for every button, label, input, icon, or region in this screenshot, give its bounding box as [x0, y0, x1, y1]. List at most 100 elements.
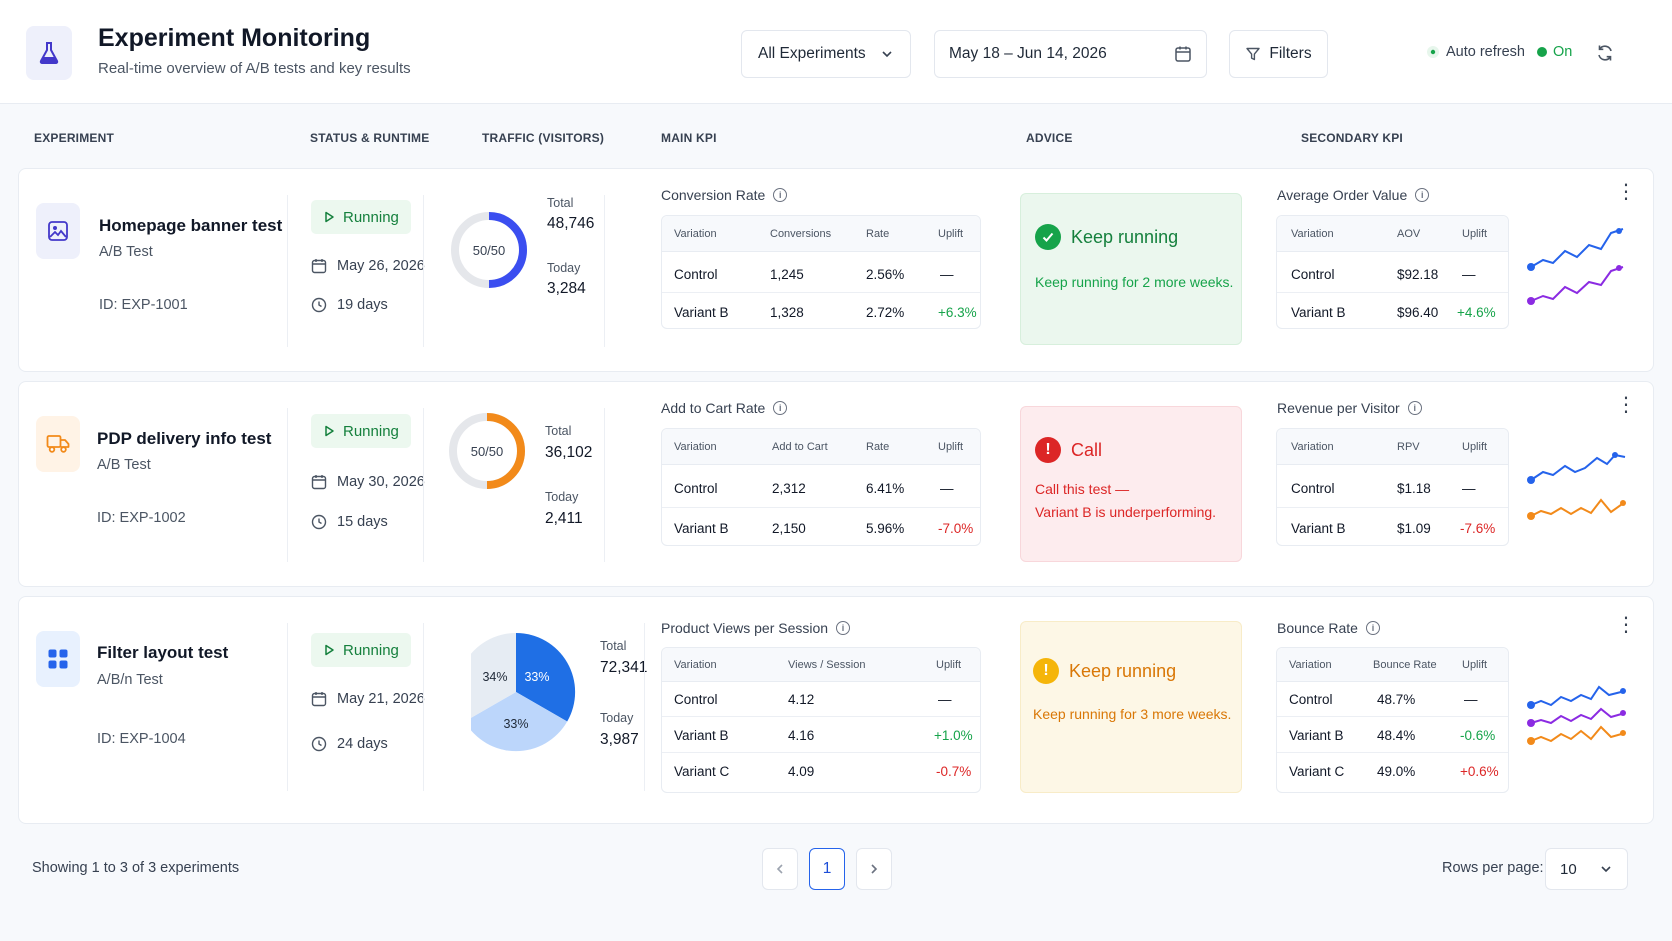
table-cell: 2.72% [866, 305, 905, 320]
prev-page-button[interactable] [762, 848, 798, 890]
play-icon [325, 644, 334, 656]
table-cell: 5.96% [866, 521, 905, 536]
secondary-kpi-title: Revenue per Visitor i [1277, 400, 1422, 416]
today-value: 2,411 [545, 510, 583, 527]
table-header-cell: Variation [1289, 659, 1332, 671]
table-header-cell: Uplift [938, 441, 964, 453]
experiment-select[interactable]: All Experiments [741, 30, 911, 78]
header: Experiment Monitoring Real-time overview… [0, 0, 1672, 104]
divider [644, 623, 645, 791]
chevron-down-icon [882, 51, 892, 58]
refresh-icon[interactable] [1595, 43, 1615, 68]
total-value: 72,341 [600, 659, 648, 676]
experiment-row[interactable]: Filter layout test A/B/n Test ID: EXP-10… [18, 596, 1654, 824]
table-cell: 48.7% [1377, 692, 1416, 707]
table-header [1277, 216, 1508, 252]
runtime-value: 24 days [337, 736, 388, 752]
main-kpi-title-text: Product Views per Session [661, 620, 829, 636]
clock-icon [311, 514, 327, 530]
table-header-cell: Uplift [1462, 228, 1488, 240]
rows-per-page-select[interactable]: 10 [1545, 848, 1628, 890]
experiment-type: A/B Test [99, 244, 153, 260]
table-cell: Variant B [674, 728, 729, 743]
col-main-kpi: MAIN KPI [661, 131, 717, 145]
auto-refresh-toggle[interactable]: Auto refresh On [1426, 44, 1572, 60]
experiment-type: A/B/n Test [97, 672, 163, 688]
table-header [662, 648, 980, 682]
divider [604, 195, 605, 347]
col-status: STATUS & RUNTIME [310, 131, 430, 145]
start-date: May 26, 2026 [311, 258, 425, 274]
trend-sparkline [1527, 685, 1626, 745]
table-header-cell: AOV [1397, 228, 1421, 240]
table-cell: 48.4% [1377, 728, 1416, 743]
table-cell: $96.40 [1397, 305, 1439, 320]
advice-body: Keep running for 3 more weeks. [1033, 706, 1232, 722]
info-icon[interactable]: i [836, 621, 851, 635]
table-cell: 6.41% [866, 481, 905, 496]
table-cell: Variant C [1289, 764, 1345, 779]
start-date-value: May 26, 2026 [337, 258, 425, 274]
col-advice: ADVICE [1026, 131, 1073, 145]
kebab-icon[interactable]: ⋮ [1616, 394, 1636, 416]
info-icon[interactable]: i [1415, 188, 1430, 202]
today-value: 3,284 [547, 280, 586, 297]
row-divider [1277, 752, 1508, 753]
experiment-name[interactable]: Homepage banner test [99, 216, 283, 235]
info-icon[interactable]: i [1365, 621, 1380, 635]
table-cell: Variant C [674, 764, 730, 779]
table-cell: 4.12 [788, 692, 815, 707]
table-header-cell: Add to Cart [772, 441, 828, 453]
table-cell: Control [1291, 481, 1335, 496]
table-cell: $92.18 [1397, 267, 1439, 282]
secondary-kpi-title: Bounce Rate i [1277, 620, 1380, 636]
col-traffic: TRAFFIC (VISITORS) [482, 131, 605, 145]
table-header [662, 429, 980, 465]
info-icon[interactable]: i [773, 188, 788, 202]
page-title: Experiment Monitoring [98, 24, 371, 52]
info-icon[interactable]: i [1407, 401, 1422, 415]
secondary-kpi-title-text: Average Order Value [1277, 187, 1408, 203]
advice-body-line2: Variant B is underperforming. [1035, 504, 1217, 520]
table-header-cell: Variation [674, 659, 717, 671]
alert-icon: ! [1035, 437, 1061, 463]
experiment-name[interactable]: PDP delivery info test [97, 429, 272, 448]
advice-title: ! Call [1035, 437, 1102, 463]
experiment-row[interactable]: PDP delivery info test A/B Test ID: EXP-… [18, 381, 1654, 587]
row-divider [1277, 716, 1508, 717]
table-cell: 4.09 [788, 764, 815, 779]
table-header-cell: Variation [674, 441, 717, 453]
clock-icon [311, 736, 327, 752]
table-header-cell: Uplift [936, 659, 962, 671]
status-label: Running [343, 208, 399, 226]
start-date: May 21, 2026 [311, 691, 425, 707]
experiment-name[interactable]: Filter layout test [97, 643, 229, 662]
kebab-icon[interactable]: ⋮ [1616, 614, 1636, 636]
experiment-row[interactable]: Homepage banner test A/B Test ID: EXP-10… [18, 168, 1654, 372]
status-badge: Running [311, 633, 411, 667]
start-date: May 30, 2026 [311, 474, 425, 490]
row-divider [662, 292, 980, 293]
date-range-picker[interactable]: May 18 – Jun 14, 2026 [934, 30, 1207, 78]
table-cell: Variant B [674, 305, 729, 320]
main-kpi-table: Variation Add to Cart Rate Uplift Contro… [661, 428, 981, 546]
auto-refresh-dot [1537, 47, 1547, 57]
runtime: 15 days [311, 514, 388, 530]
kebab-icon[interactable]: ⋮ [1616, 181, 1636, 203]
filters-button[interactable]: Filters [1229, 30, 1328, 78]
play-icon [325, 211, 334, 223]
experiment-id: ID: EXP-1002 [97, 510, 186, 526]
info-icon[interactable]: i [773, 401, 788, 415]
next-page-button[interactable] [856, 848, 892, 890]
table-cell: -0.7% [936, 764, 972, 779]
divider [604, 408, 605, 562]
col-secondary-kpi: SECONDARY KPI [1301, 131, 1403, 145]
rows-per-page-label: Rows per page: [1442, 860, 1544, 876]
secondary-kpi-table: Variation AOV Uplift Control $92.18 — Va… [1276, 215, 1509, 329]
advice-card: Keep running Keep running for 2 more wee… [1020, 193, 1242, 345]
page-button[interactable]: 1 [809, 848, 845, 890]
table-header-cell: Uplift [1462, 441, 1488, 453]
table-cell: — [1462, 481, 1476, 496]
table-cell: Control [1291, 267, 1335, 282]
